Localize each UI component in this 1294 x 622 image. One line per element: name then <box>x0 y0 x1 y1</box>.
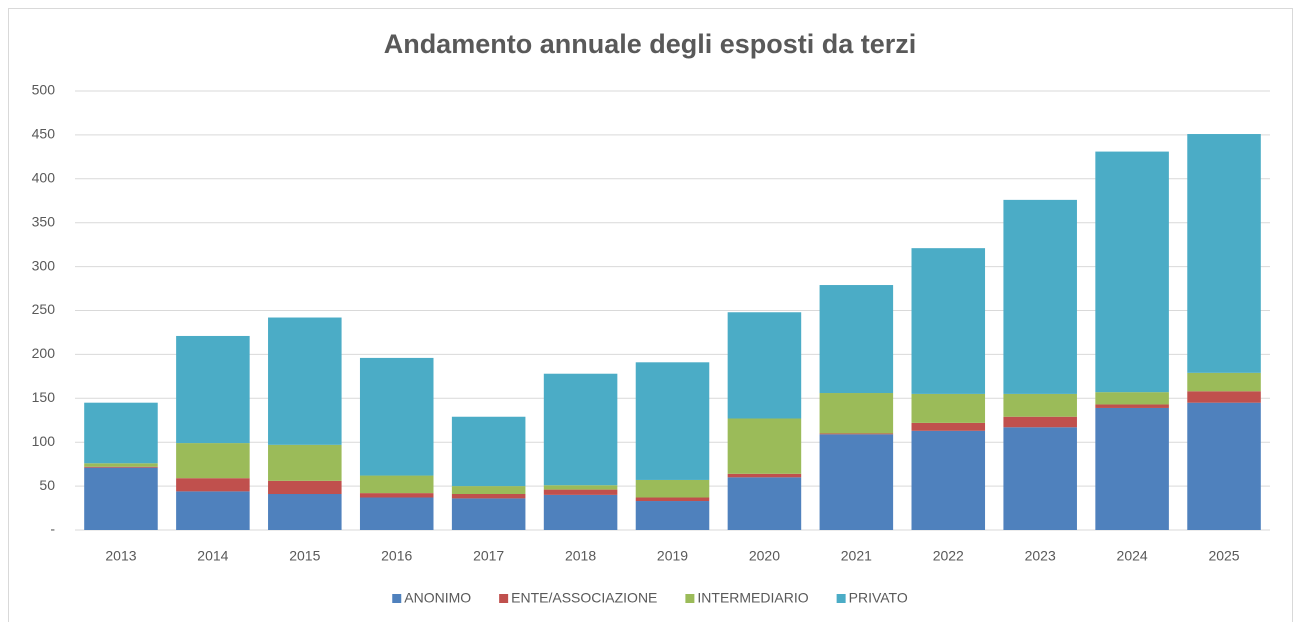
y-tick-label: 150 <box>32 389 56 405</box>
bar-segment <box>727 477 802 530</box>
bar-segment <box>359 475 434 494</box>
bar-segment <box>1095 392 1169 405</box>
bar-segment <box>819 393 894 434</box>
x-tick-label: 2015 <box>289 548 320 564</box>
bar-segment <box>359 497 434 530</box>
bar-segment <box>1187 402 1261 530</box>
legend-swatch <box>499 594 509 603</box>
bar-segment <box>451 486 526 495</box>
y-tick-label: 500 <box>32 82 56 98</box>
bar-segment <box>176 478 250 492</box>
x-tick-label: 2019 <box>657 548 688 564</box>
legend-label: PRIVATO <box>849 590 908 606</box>
bar-segment <box>1003 427 1077 530</box>
bar-segment <box>268 494 342 530</box>
y-tick-label: 350 <box>32 213 56 229</box>
bar-segment <box>268 444 342 481</box>
bar-segment <box>1003 416 1077 428</box>
bar-segment <box>451 498 526 530</box>
bar-segment <box>359 357 434 476</box>
x-tick-label: 2023 <box>1025 548 1056 564</box>
x-tick-label: 2022 <box>933 548 964 564</box>
bar-segment <box>1187 372 1261 392</box>
legend-label: ANONIMO <box>404 590 471 606</box>
y-tick-label: 50 <box>39 477 55 493</box>
bar-segment <box>359 493 434 498</box>
x-tick-label: 2021 <box>841 548 872 564</box>
x-tick-label: 2014 <box>197 548 228 564</box>
x-tick-label: 2017 <box>473 548 504 564</box>
bar-segment <box>1003 393 1077 417</box>
chart-title: Andamento annuale degli esposti da terzi <box>384 29 917 59</box>
x-tick-label: 2020 <box>749 548 780 564</box>
bar-segment <box>911 430 986 530</box>
legend-swatch <box>685 594 695 603</box>
bar-segment <box>1003 199 1077 394</box>
bar-segment <box>451 416 526 487</box>
bar-segment <box>635 362 710 480</box>
bar-segment <box>543 489 618 495</box>
bar-segment <box>727 473 802 478</box>
bar-segment <box>543 485 618 490</box>
x-tick-label: 2013 <box>105 548 136 564</box>
bar-segment <box>84 463 158 467</box>
y-tick-label: 250 <box>32 301 56 317</box>
y-tick-label: 100 <box>32 433 56 449</box>
y-tick-label: 200 <box>32 345 56 361</box>
bar-segment <box>727 418 802 474</box>
y-tick-label: 400 <box>32 170 56 186</box>
bar-segment <box>911 393 986 423</box>
bar-segment <box>84 402 158 464</box>
bar-segment <box>84 467 158 530</box>
bar-segment <box>84 466 158 468</box>
bar-segment <box>911 248 986 394</box>
y-tick-label: 450 <box>32 126 56 142</box>
y-tick-label: 300 <box>32 257 56 273</box>
bar-segment <box>911 422 986 431</box>
bar-segment <box>819 433 894 435</box>
bar-segment <box>1095 404 1169 408</box>
legend-label: ENTE/ASSOCIAZIONE <box>511 590 657 606</box>
bar-segment <box>268 317 342 445</box>
bar-segment <box>1095 151 1169 393</box>
bar-segment <box>1187 134 1261 373</box>
legend-swatch <box>836 594 846 603</box>
bar-segment <box>635 479 710 498</box>
x-tick-label: 2025 <box>1208 548 1239 564</box>
bar-segment <box>1095 407 1169 530</box>
bar-segment <box>176 443 250 479</box>
bar-segment <box>451 494 526 499</box>
x-tick-label: 2018 <box>565 548 596 564</box>
x-tick-label: 2016 <box>381 548 412 564</box>
bar-segment <box>819 285 894 394</box>
legend-label: INTERMEDIARIO <box>697 590 808 606</box>
bar-segment <box>543 494 618 530</box>
bar-segment <box>268 480 342 495</box>
bar-segment <box>635 501 710 530</box>
legend-swatch <box>392 594 402 603</box>
bar-segment <box>819 434 894 530</box>
bar-segment <box>543 373 618 486</box>
y-tick-label: - <box>50 521 55 537</box>
bar-segment <box>176 335 250 444</box>
x-tick-label: 2024 <box>1117 548 1148 564</box>
bar-segment <box>1187 391 1261 403</box>
bar-segment <box>727 312 802 419</box>
bar-segment <box>176 491 250 530</box>
bar-segment <box>635 497 710 502</box>
